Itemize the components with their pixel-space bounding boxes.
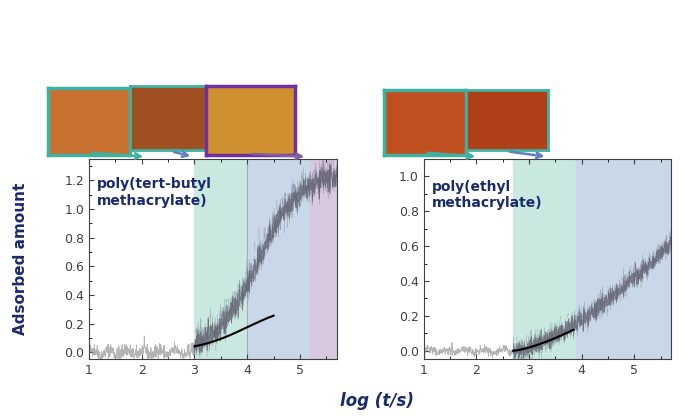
- Text: poly(ethyl
methacrylate): poly(ethyl methacrylate): [432, 180, 542, 210]
- Bar: [513, 159, 576, 359]
- Bar: [195, 159, 247, 359]
- Text: poly(tert-butyl
methacrylate): poly(tert-butyl methacrylate): [97, 178, 212, 208]
- Text: Adsorbed amount: Adsorbed amount: [13, 183, 28, 335]
- Bar: [310, 159, 337, 359]
- Text: log (t/s): log (t/s): [340, 392, 414, 410]
- Bar: [247, 159, 310, 359]
- Bar: [576, 159, 671, 359]
